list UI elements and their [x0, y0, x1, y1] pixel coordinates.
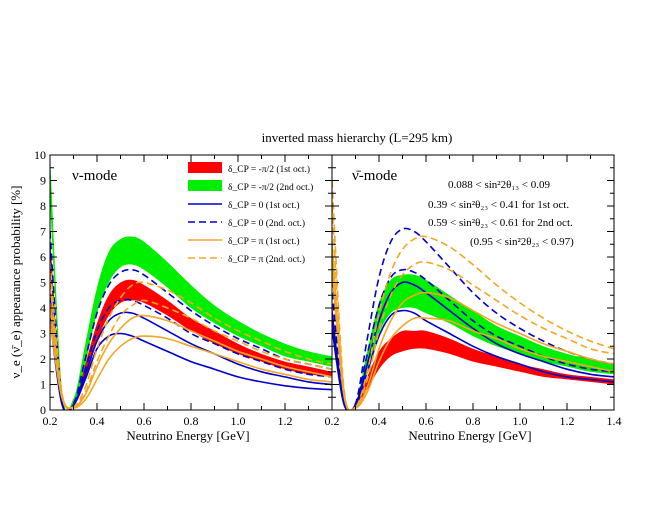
y-tick-label: 0 [40, 403, 46, 417]
x-tick-label-p1: 1.4 [607, 414, 622, 428]
left-x-axis-label: Neutrino Energy [GeV] [126, 428, 249, 443]
legend-label-5: δ_CP = π (2nd. oct.) [228, 254, 305, 265]
condition-theta13: 0.088 < sin²2θ₁₃ < 0.09 [448, 179, 550, 191]
right-panel-title: ν̄-mode [352, 168, 397, 184]
curve-p0-s8 [50, 262, 332, 410]
y-tick-label: 5 [40, 276, 46, 290]
figure-title: inverted mass hierarchy (L=295 km) [262, 130, 453, 145]
legend: δ_CP = -π/2 (1st oct.) δ_CP = -π/2 (2nd o… [188, 162, 313, 265]
y-tick-label: 3 [40, 327, 46, 341]
left-panel-title: ν-mode [72, 168, 117, 184]
y-axis-label: ν_e (ν̄_e) appearance probability [%] [8, 186, 23, 379]
x-tick-label-p0: 0.8 [184, 414, 199, 428]
band-p0-s0 [50, 236, 332, 410]
legend-label-1: δ_CP = -π/2 (2nd oct.) [228, 182, 313, 193]
y-tick-label: 9 [40, 174, 46, 188]
condition-2theta23: (0.95 < sin²2θ₂₃ < 0.97) [470, 236, 574, 248]
curve-p0-s3 [50, 318, 332, 410]
y-tick-label: 2 [40, 352, 46, 366]
y-tick-label: 8 [40, 199, 46, 213]
y-tick-label: 10 [34, 148, 46, 162]
left-panel: 0.2 0.4 0.6 0.8 1.0 1.2 0 1 2 3 4 5 6 7 8 9 10 ν-mode Ne… [34, 148, 333, 443]
x-tick-label-p0: 0.4 [90, 414, 105, 428]
legend-label-2: δ_CP = 0 (1st oct.) [228, 200, 300, 211]
x-tick-label-p0: 1.0 [231, 414, 246, 428]
x-tick-label-p1: 0.6 [419, 414, 434, 428]
right-panel: 0.2 0.4 0.6 0.8 1.0 1.2 1.4 ν̄-mode Neutrino E… [325, 154, 622, 443]
y-tick-label: 6 [40, 250, 46, 264]
curve-p1-s4 [332, 227, 614, 410]
curve-p0-s6 [50, 302, 332, 409]
condition-theta23-2nd: 0.59 < sin²θ₂₃ < 0.61 for 2nd oct. [428, 217, 573, 229]
legend-label-4: δ_CP = π (1st oct.) [228, 236, 300, 247]
y-tick-label: 4 [40, 301, 46, 315]
curve-p1-s8 [332, 180, 614, 410]
curve-p0-s9 [50, 282, 332, 410]
legend-label-3: δ_CP = 0 (2nd. oct.) [228, 218, 305, 229]
right-x-axis-label: Neutrino Energy [GeV] [408, 428, 531, 443]
x-tick-label-p1: 1.2 [560, 414, 575, 428]
y-tick-label: 1 [40, 378, 46, 392]
curve-p0-s5 [50, 251, 332, 410]
x-tick-label-p1: 0.2 [325, 414, 340, 428]
x-tick-label-p1: 0.8 [466, 414, 481, 428]
x-tick-label-p0: 0.2 [43, 414, 58, 428]
curve-p1-s9 [332, 205, 614, 410]
legend-swatch-0 [188, 162, 222, 173]
x-tick-label-p1: 0.4 [372, 414, 387, 428]
curve-p1-s3 [332, 309, 614, 410]
x-tick-label-p1: 1.0 [513, 414, 528, 428]
legend-swatch-1 [188, 180, 222, 191]
x-tick-label-p0: 0.6 [137, 414, 152, 428]
y-tick-label: 7 [40, 225, 46, 239]
condition-theta23-1st: 0.39 < sin²θ₂₃ < 0.41 for 1st oct. [428, 199, 569, 211]
legend-label-0: δ_CP = -π/2 (1st oct.) [228, 164, 310, 175]
band-p1-s0 [332, 302, 614, 410]
left-panel-frame [49, 154, 333, 411]
curve-p0-s7 [50, 320, 332, 410]
band-p0-s1 [50, 155, 332, 410]
curve-p1-s7 [332, 267, 614, 410]
conditions-box: 0.088 < sin²2θ₁₃ < 0.09 0.39 < sin²θ₂₃ <… [428, 179, 574, 248]
x-tick-label-p0: 1.2 [278, 414, 293, 428]
